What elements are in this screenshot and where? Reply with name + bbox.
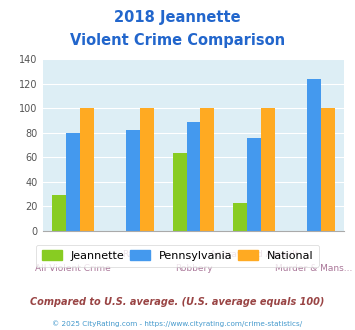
- Legend: Jeannette, Pennsylvania, National: Jeannette, Pennsylvania, National: [36, 245, 319, 267]
- Bar: [201, 109, 214, 231]
- Bar: [140, 109, 154, 231]
- Text: Rape: Rape: [122, 250, 144, 259]
- Text: © 2025 CityRating.com - https://www.cityrating.com/crime-statistics/: © 2025 CityRating.com - https://www.city…: [53, 320, 302, 327]
- Text: Aggravated Assault: Aggravated Assault: [209, 250, 298, 259]
- Bar: [52, 195, 66, 231]
- Bar: [233, 203, 247, 231]
- Text: 2018 Jeannette: 2018 Jeannette: [114, 10, 241, 25]
- Text: Compared to U.S. average. (U.S. average equals 100): Compared to U.S. average. (U.S. average …: [30, 297, 325, 307]
- Bar: [186, 122, 201, 231]
- Bar: [66, 133, 80, 231]
- Text: All Violent Crime: All Violent Crime: [35, 264, 111, 273]
- Text: Murder & Mans...: Murder & Mans...: [275, 264, 353, 273]
- Bar: [261, 109, 275, 231]
- Text: Robbery: Robbery: [175, 264, 212, 273]
- Bar: [247, 138, 261, 231]
- Bar: [80, 109, 94, 231]
- Bar: [307, 79, 321, 231]
- Bar: [321, 109, 335, 231]
- Bar: [173, 152, 186, 231]
- Bar: [126, 130, 140, 231]
- Text: Violent Crime Comparison: Violent Crime Comparison: [70, 33, 285, 48]
